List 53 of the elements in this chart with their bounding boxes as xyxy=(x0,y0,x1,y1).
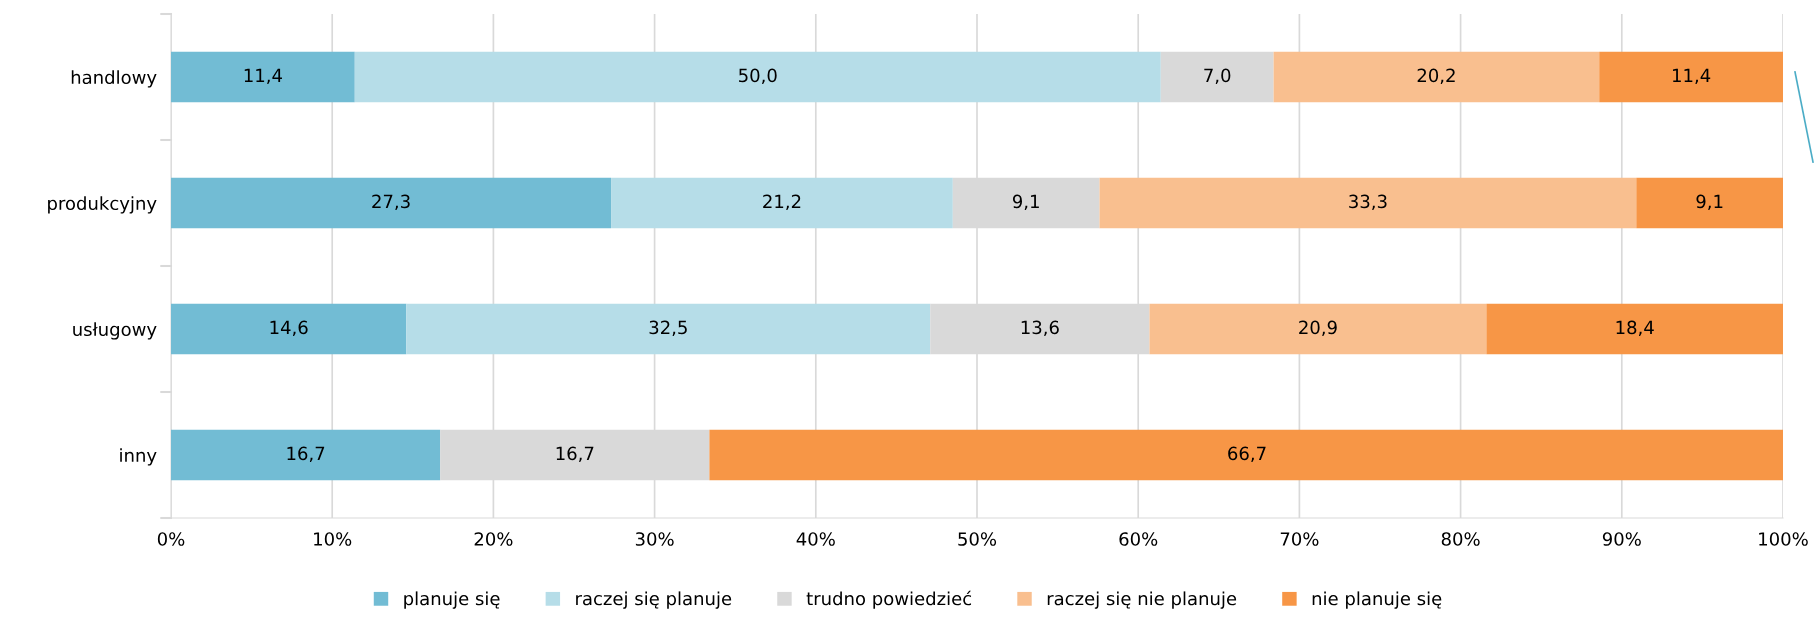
data-label: 20,2 xyxy=(1417,68,1455,85)
y-tick-label: handlowy xyxy=(71,70,157,88)
x-tick-label: 30% xyxy=(635,532,674,546)
data-label: 9,1 xyxy=(1696,194,1723,211)
legend-label: nie planuje się xyxy=(1312,591,1442,609)
data-label: 20,9 xyxy=(1299,320,1337,337)
bar xyxy=(1273,51,1600,103)
y-tick-label: inny xyxy=(120,448,157,466)
x-tick-label: 0% xyxy=(157,532,185,546)
x-tick-label: 70% xyxy=(1280,532,1319,546)
x-tick-label: 80% xyxy=(1441,532,1480,546)
data-label: 7,0 xyxy=(1204,68,1231,85)
bar xyxy=(1486,303,1783,355)
bar xyxy=(1636,177,1783,229)
data-label: 27,3 xyxy=(372,194,410,211)
bar xyxy=(171,429,441,481)
bar xyxy=(354,51,1161,103)
bar xyxy=(1149,303,1487,355)
bar xyxy=(709,429,1783,481)
data-label: 14,6 xyxy=(270,320,308,337)
legend-label: planuje się xyxy=(404,591,500,609)
data-label: 9,1 xyxy=(1012,194,1039,211)
bar xyxy=(611,177,953,229)
bar xyxy=(171,51,355,103)
data-label: 33,3 xyxy=(1349,194,1387,211)
legend-label: raczej się nie planuje xyxy=(1047,591,1237,609)
data-label: 16,7 xyxy=(556,446,594,463)
y-tick-label: produkcyjny xyxy=(48,196,157,214)
x-tick-label: 90% xyxy=(1602,532,1641,546)
bar xyxy=(1099,177,1637,229)
data-label: 50,0 xyxy=(739,68,777,85)
legend-label: raczej się planuje xyxy=(576,591,732,609)
bar xyxy=(1160,51,1274,103)
bar xyxy=(1599,51,1783,103)
x-tick-label: 50% xyxy=(958,532,997,546)
data-label: 11,4 xyxy=(244,68,282,85)
x-tick-label: 20% xyxy=(474,532,513,546)
x-tick-label: 40% xyxy=(796,532,835,546)
y-tick-label: usługowy xyxy=(73,322,157,340)
data-label: 32,5 xyxy=(649,320,687,337)
data-label: 66,7 xyxy=(1228,446,1266,463)
legend-label: trudno powiedzieć xyxy=(806,590,972,609)
data-label: 11,4 xyxy=(1673,68,1711,85)
data-label: 18,4 xyxy=(1616,320,1654,337)
data-label: 13,6 xyxy=(1021,320,1059,337)
data-label: 21,2 xyxy=(763,194,801,211)
x-tick-label: 60% xyxy=(1119,532,1158,546)
bar xyxy=(171,303,407,355)
bar xyxy=(406,303,931,355)
bar xyxy=(171,177,612,229)
data-label: 16,7 xyxy=(287,446,325,463)
x-tick-label: 10% xyxy=(314,532,352,546)
x-tick-label: 100% xyxy=(1759,532,1808,546)
